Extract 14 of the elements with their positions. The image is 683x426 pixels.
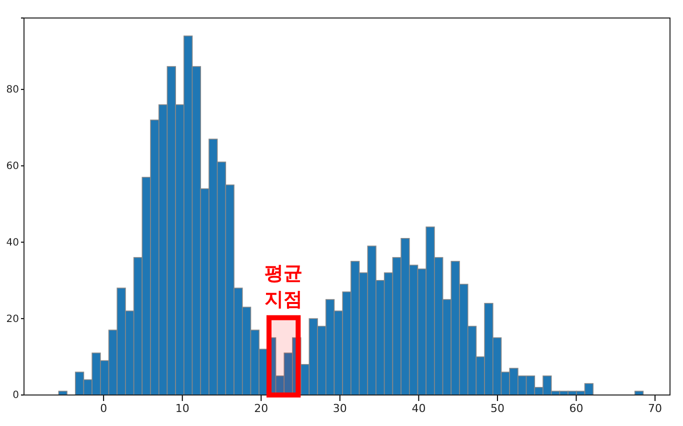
y-tick-label: 40	[6, 237, 19, 248]
band-label: 평균 지점	[264, 262, 303, 311]
y-tick-label: 0	[12, 390, 19, 402]
x-tick-label: 20	[254, 402, 268, 415]
x-tick-label: 40	[412, 402, 426, 415]
x-tick-label: 30	[332, 402, 347, 415]
y-tick-label: 60	[6, 161, 19, 172]
x-tick-label: 0	[100, 402, 108, 415]
y-tick-label: 80	[6, 84, 19, 96]
x-tick-label: 70	[648, 402, 662, 415]
x-tick-label: 10	[175, 402, 190, 415]
x-tick-label: 50	[490, 402, 504, 415]
x-tick-label: 60	[569, 402, 584, 415]
y-tick-label: 20	[6, 314, 19, 325]
